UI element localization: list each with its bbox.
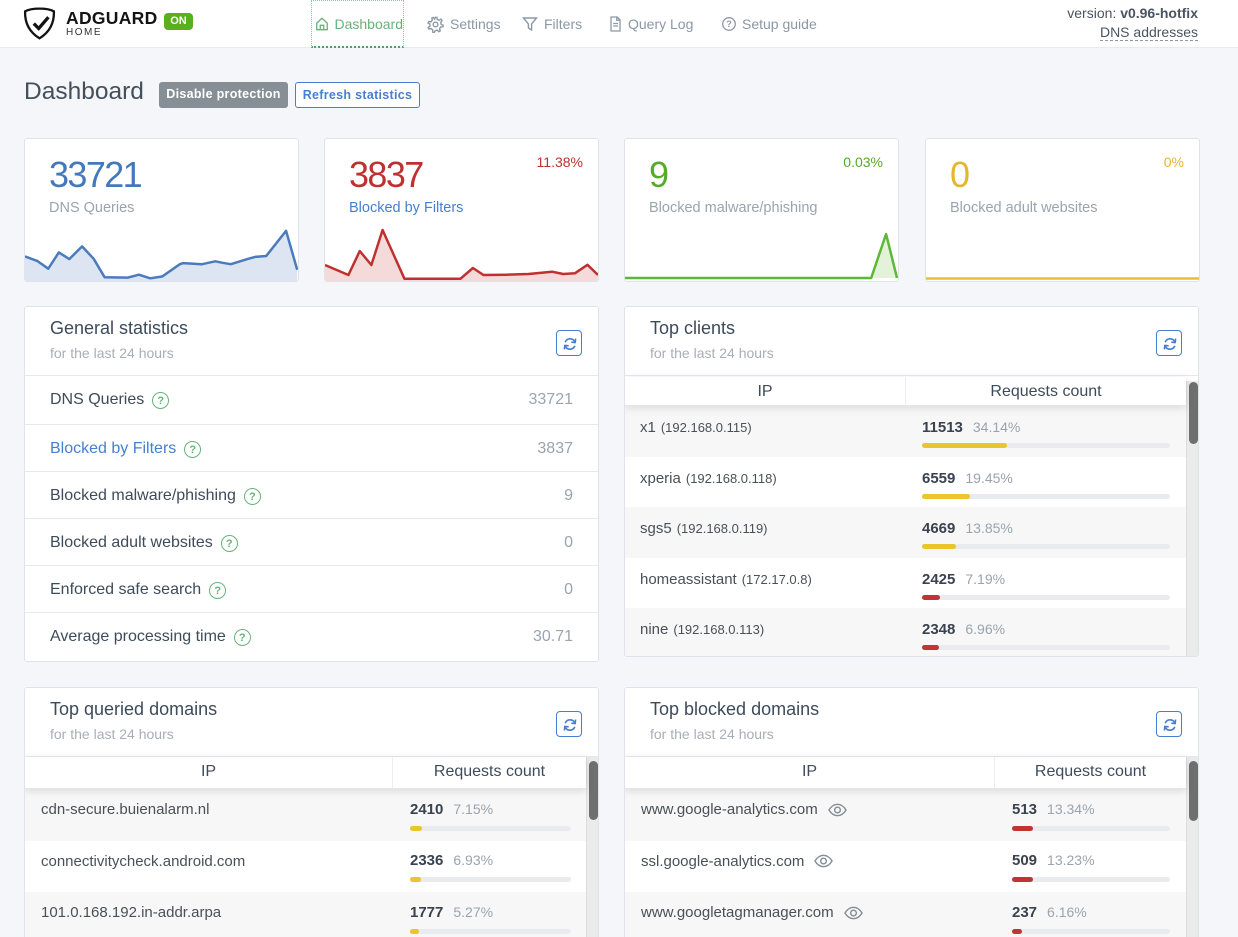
svg-text:?: ? <box>726 19 732 29</box>
